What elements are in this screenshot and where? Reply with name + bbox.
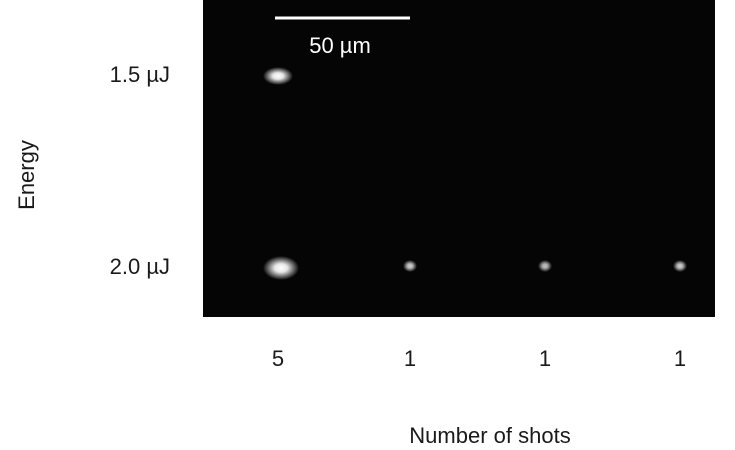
y-axis-label: Energy [14, 140, 39, 210]
x-axis-label: Number of shots [409, 423, 570, 448]
spot [263, 67, 293, 85]
column-label: 5 [272, 346, 284, 371]
row-label: 2.0 µJ [110, 254, 170, 279]
column-label: 1 [674, 346, 686, 371]
scale-bar-label: 50 µm [309, 33, 371, 58]
spot [538, 260, 552, 272]
page: 50 µm 1.5 µJ 2.0 µJ Energy 5 1 1 1 Numbe… [0, 0, 735, 450]
column-label: 1 [539, 346, 551, 371]
figure: 50 µm 1.5 µJ 2.0 µJ Energy 5 1 1 1 Numbe… [0, 0, 735, 450]
column-label: 1 [404, 346, 416, 371]
spot [403, 260, 417, 272]
spot [263, 256, 299, 280]
spot [673, 260, 687, 272]
row-label: 1.5 µJ [110, 62, 170, 87]
